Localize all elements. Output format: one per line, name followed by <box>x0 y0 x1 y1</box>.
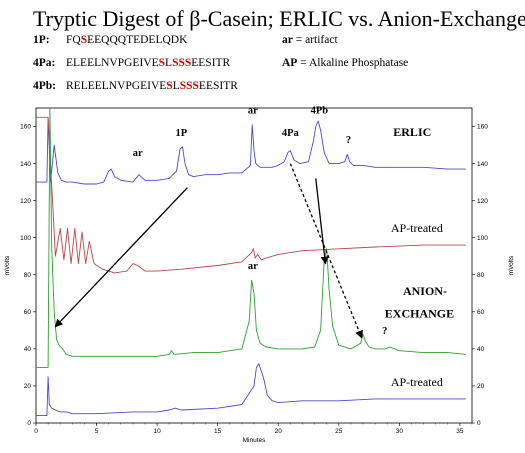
y-axis-label-right: mVolts <box>508 255 515 275</box>
trace-erlic_ap <box>36 116 466 274</box>
y-tick-label-right: 100 <box>477 235 488 242</box>
sequence-segment: L <box>172 80 180 92</box>
y-tick-label-left: 40 <box>24 346 32 353</box>
sequence-segment: L <box>165 57 173 69</box>
sequence-segment: EESITR <box>198 80 238 92</box>
page-title: Tryptic Digest of β-Casein; ERLIC vs. An… <box>33 6 525 31</box>
legend-alkaline-phosphatase: AP = Alkaline Phosphatase <box>282 57 409 69</box>
y-tick-label-left: 100 <box>20 235 31 242</box>
sequence-4pb: 4Pb: RELEELNVPGEIVESLSSSEESITR <box>33 80 238 92</box>
phospho-site: S <box>158 57 166 69</box>
trace-label: AP-treated <box>391 375 443 389</box>
peak-label: ar <box>248 261 258 272</box>
y-tick-label-right: 20 <box>477 383 485 390</box>
phospho-site: S <box>166 80 173 92</box>
trace-erlic <box>36 116 466 185</box>
y-tick-label-left: 120 <box>20 198 31 205</box>
sequence-segment: EEQQQTEDELQDK <box>87 34 188 46</box>
y-tick-label-left: 160 <box>20 124 31 131</box>
trace-label: AP-treated <box>391 221 443 235</box>
sequence-segment: EESITR <box>191 57 231 69</box>
y-tick-label-right: 80 <box>477 272 485 279</box>
y-tick-label-right: 40 <box>477 346 485 353</box>
legend-artifact: ar = artifact <box>282 34 338 46</box>
y-tick-label-left: 20 <box>24 383 32 390</box>
x-tick-label: 0 <box>34 428 38 435</box>
sequence-label: 4Pb: <box>33 80 57 92</box>
x-tick-label: 30 <box>396 428 404 435</box>
dashed-arrow <box>289 163 363 339</box>
y-tick-label-left: 80 <box>24 272 32 279</box>
y-tick-label-left: 60 <box>24 309 32 316</box>
y-tick-label-right: 60 <box>477 309 485 316</box>
sequence-text: RELEELNVPGEIVESLSSSEESITR <box>66 80 238 92</box>
x-tick-label: 15 <box>214 428 222 435</box>
traces <box>36 107 466 417</box>
arrows <box>54 163 363 339</box>
x-tick-label: 5 <box>95 428 99 435</box>
x-tick-label: 20 <box>275 428 283 435</box>
trace-label: EXCHANGE <box>385 306 454 320</box>
peak-label: ar <box>133 148 143 159</box>
y-tick-label-left: 0 <box>27 420 31 427</box>
sequence-text: FQSEEQQQTEDELQDK <box>66 34 187 46</box>
peak-label: 1P <box>175 128 187 139</box>
phospho-site: SSS <box>179 80 199 92</box>
y-tick-label-right: 140 <box>477 161 488 168</box>
trace-label: ERLIC <box>393 125 431 139</box>
sequence-4pa: 4Pa: ELEELNVPGEIVESLSSSEESITR <box>33 57 230 69</box>
peak-label: 4Pb <box>311 106 329 117</box>
x-tick-label: 10 <box>153 428 161 435</box>
y-tick-label-left: 140 <box>20 161 31 168</box>
solid-arrow <box>54 187 188 328</box>
sequence-segment: FQ <box>66 34 81 46</box>
phospho-site: SSS <box>172 57 192 69</box>
sequence-label: 4Pa: <box>33 57 56 69</box>
peak-label: ar <box>248 106 258 117</box>
x-tick-label: 35 <box>456 428 464 435</box>
sequence-1p: 1P: FQSEEQQQTEDELQDK <box>33 34 187 46</box>
x-tick-label: 25 <box>335 428 343 435</box>
sequence-text: ELEELNVPGEIVESLSSSEESITR <box>66 57 230 69</box>
y-tick-label-right: 160 <box>477 124 488 131</box>
phospho-site: S <box>80 34 88 46</box>
sequence-segment: RELEELNVPGEIVE <box>66 80 167 92</box>
x-axis-label: Minutes <box>243 437 267 444</box>
sequence-label: 1P: <box>33 34 50 46</box>
trace-label: ANION- <box>403 284 447 298</box>
solid-arrow <box>315 178 329 265</box>
peak-label: ? <box>382 326 387 337</box>
sequence-segment: ELEELNVPGEIVE <box>66 57 159 69</box>
y-tick-label-right: 120 <box>477 198 488 205</box>
y-tick-label-right: 0 <box>477 420 481 427</box>
trace-anion <box>36 107 466 368</box>
trace-anion_ap <box>36 363 466 417</box>
y-axis-label-left: mVolts <box>4 255 11 275</box>
labels: ar 1P ar 4Pa 4Pb? ar? ERLIC AP-treated ANION- EXC… <box>133 106 454 389</box>
peak-label: ? <box>346 135 351 146</box>
peak-label: 4Pa <box>282 128 300 139</box>
